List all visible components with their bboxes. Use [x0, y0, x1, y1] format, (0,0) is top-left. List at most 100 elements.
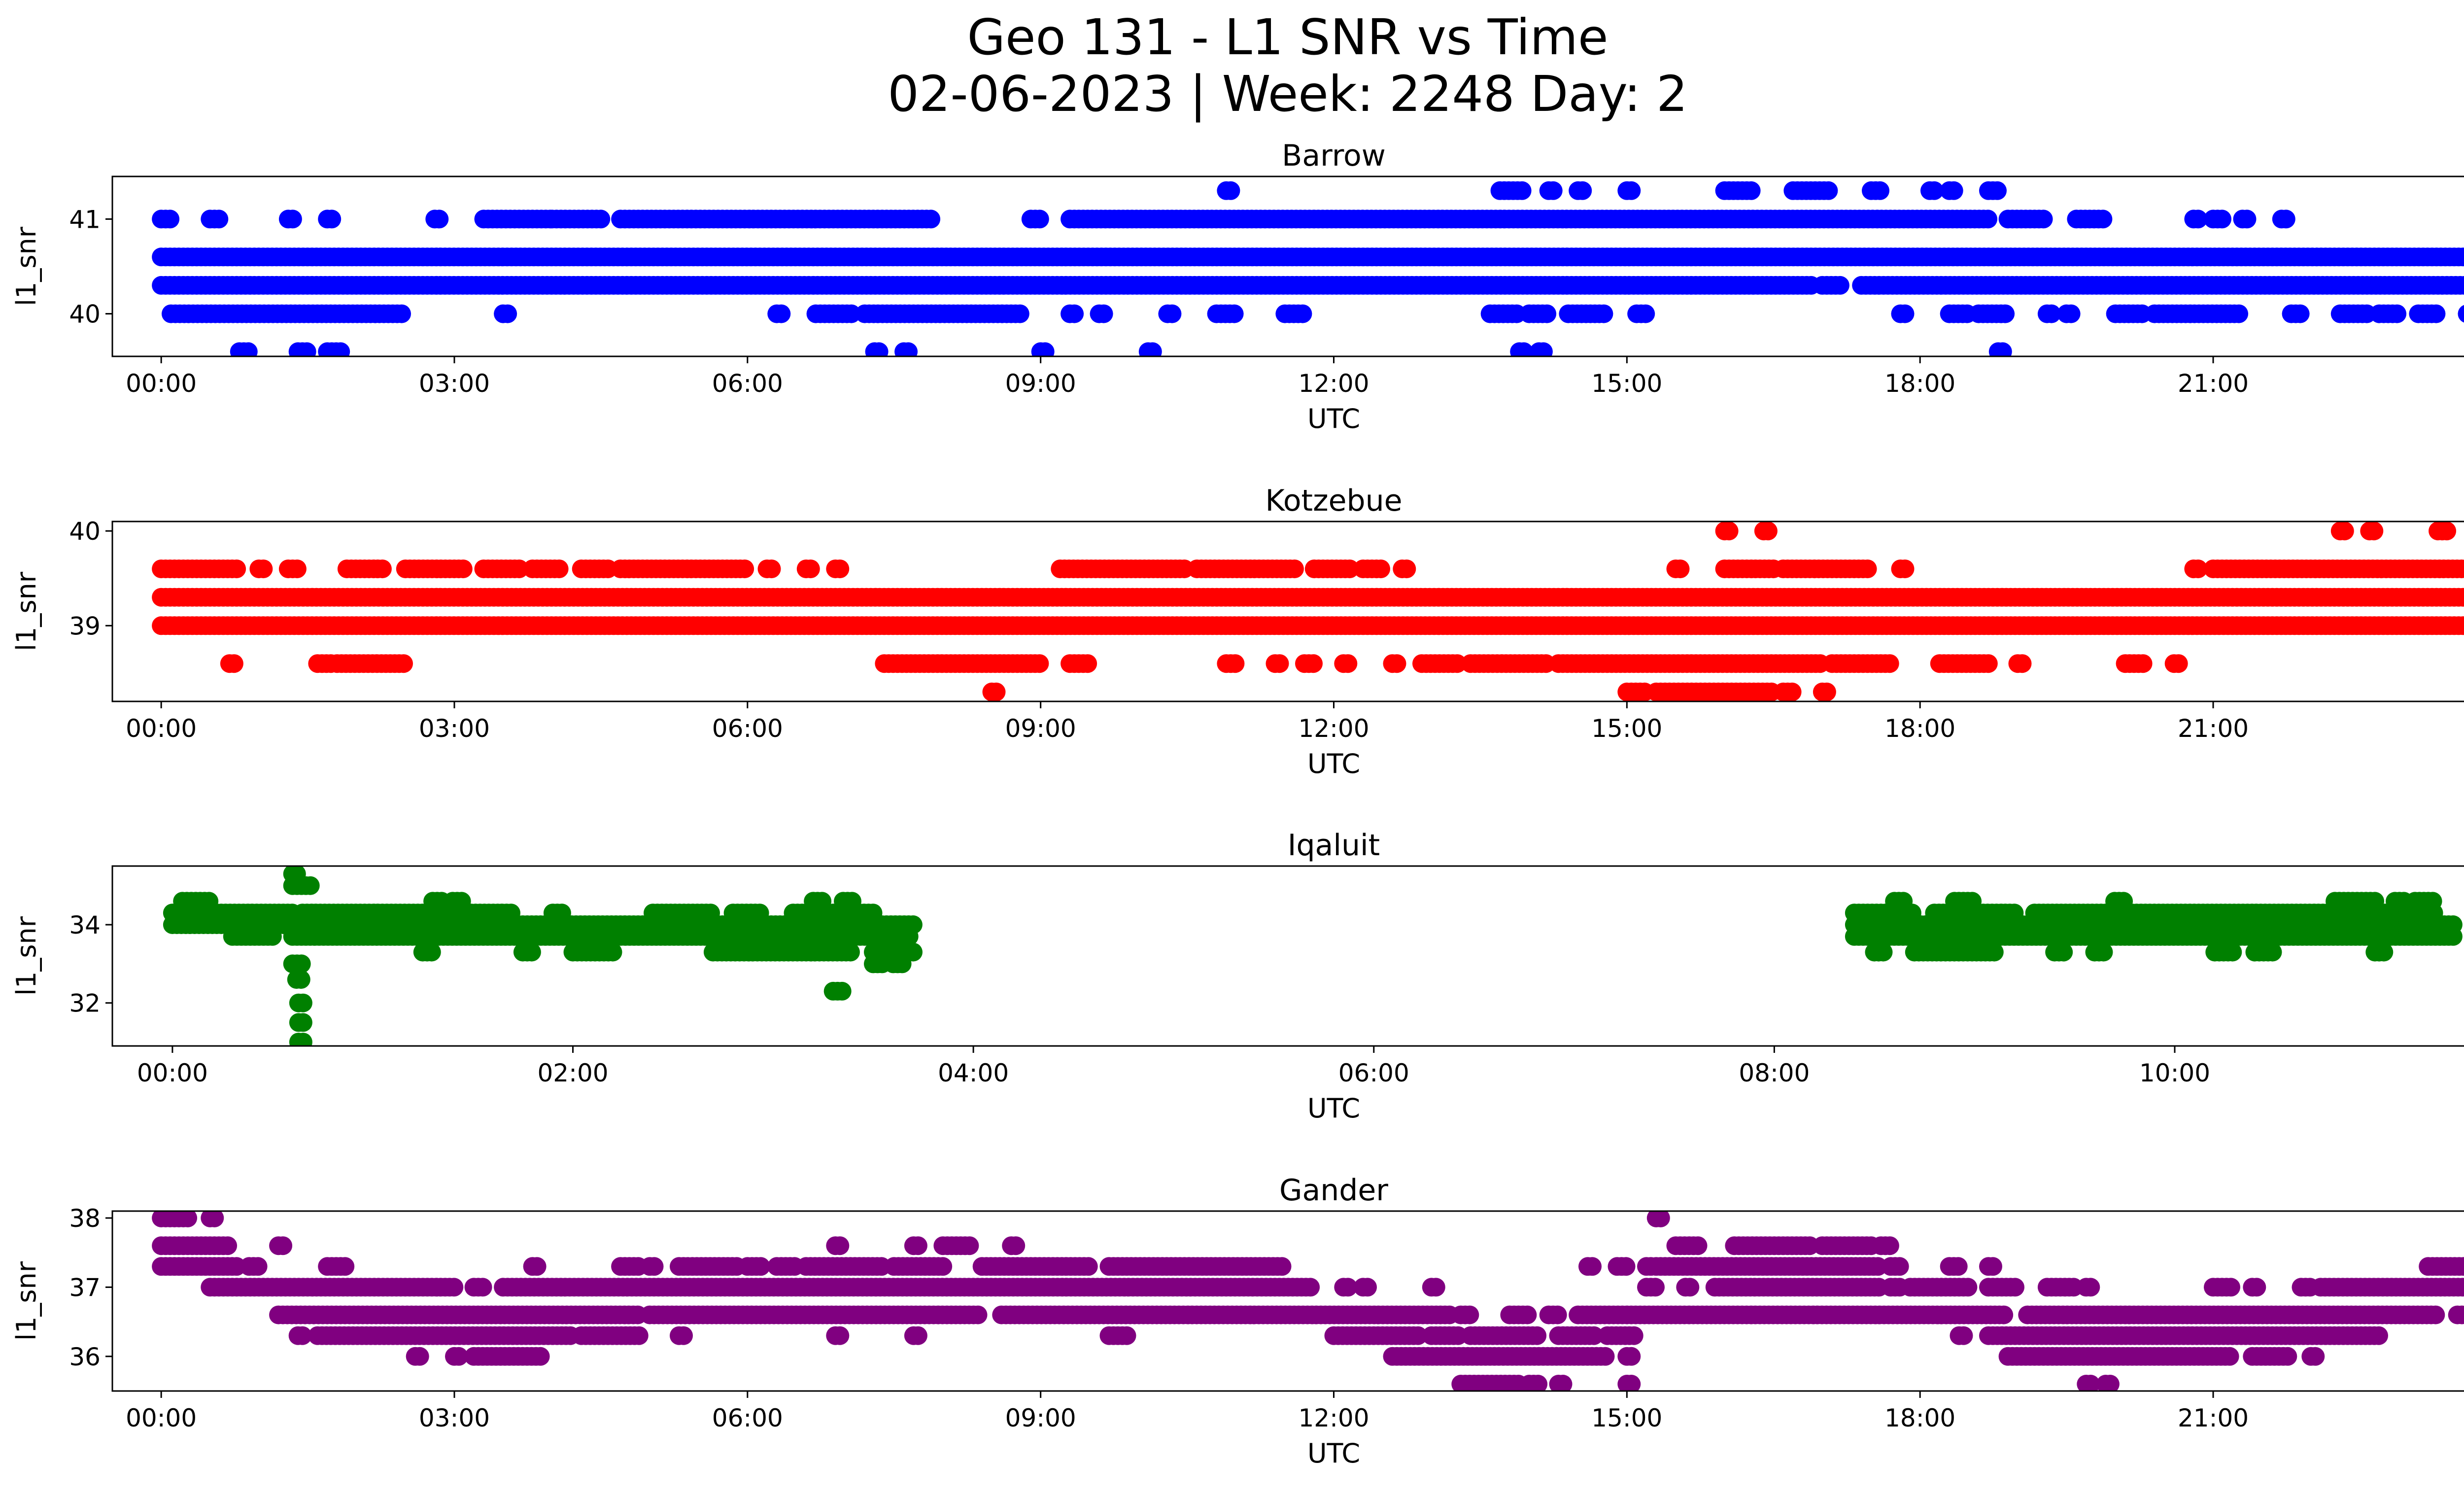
figure-title-line2: 02-06-2023 | Week: 2248 Day: 2 — [888, 65, 1687, 123]
x-tick-label: 18:00 — [1884, 714, 1955, 743]
data-point — [842, 304, 861, 323]
data-point — [373, 559, 392, 579]
data-point — [209, 209, 229, 229]
data-point — [2081, 1278, 2100, 1297]
y-axis-label-kotzebue: l1_snr — [11, 571, 42, 651]
data-point — [1006, 1236, 1026, 1255]
x-tick-label: 15:00 — [1591, 369, 1662, 398]
data-point — [892, 954, 912, 973]
data-point — [2335, 522, 2354, 541]
data-point — [1534, 342, 1553, 356]
data-point — [1543, 181, 1563, 200]
data-point — [1030, 654, 1049, 673]
data-point — [1387, 654, 1406, 673]
data-point — [1583, 1257, 1602, 1276]
data-point — [1944, 181, 1963, 200]
data-point — [2365, 892, 2385, 911]
data-point — [591, 209, 611, 229]
data-point — [1448, 654, 1467, 673]
data-point — [933, 1257, 953, 1276]
data-point — [1094, 304, 1113, 323]
data-point — [899, 342, 918, 356]
data-point — [2054, 942, 2073, 962]
data-point — [287, 559, 307, 579]
data-point — [527, 1257, 547, 1276]
data-point — [218, 1236, 238, 1255]
data-point — [2458, 305, 2464, 323]
data-point — [1719, 522, 1739, 541]
y-tick-label: 34 — [69, 911, 101, 939]
data-point — [2223, 942, 2242, 962]
x-tick-label: 09:00 — [1005, 369, 1076, 398]
data-point — [263, 927, 282, 946]
y-tick-label: 40 — [69, 517, 101, 546]
y-axis-label-iqaluit: l1_snr — [11, 916, 42, 996]
data-point — [1830, 276, 1849, 295]
data-point — [422, 942, 441, 962]
plot-frame-iqaluit — [111, 865, 2464, 1047]
data-point — [2263, 942, 2282, 962]
data-point — [751, 1257, 770, 1276]
data-point — [1984, 1257, 2002, 1276]
y-tick-label: 32 — [69, 989, 101, 1018]
data-point — [1304, 654, 1323, 673]
data-point — [287, 866, 306, 883]
data-point — [292, 954, 311, 973]
data-point — [224, 654, 243, 673]
data-point — [1301, 1278, 1320, 1297]
data-point — [1225, 304, 1244, 323]
data-point — [1925, 181, 1944, 200]
y-tick-label: 41 — [69, 205, 101, 234]
data-point — [645, 1257, 664, 1276]
data-point — [452, 892, 471, 911]
data-point — [1949, 1257, 1968, 1276]
data-point — [2463, 252, 2464, 262]
data-point — [2364, 522, 2384, 541]
data-point — [1894, 892, 1913, 911]
data-point — [1340, 559, 1359, 579]
data-point — [1426, 1278, 1445, 1297]
data-point — [841, 942, 860, 962]
data-point — [830, 559, 850, 579]
data-point — [735, 559, 754, 579]
scatter-points-gander — [152, 1211, 2464, 1391]
data-point — [2213, 209, 2231, 229]
figure-title-line1: Geo 131 - L1 SNR vs Time — [967, 8, 1608, 66]
data-point — [1688, 1236, 1708, 1255]
data-point — [2094, 942, 2113, 962]
data-point — [987, 682, 1006, 701]
data-point — [1538, 304, 1557, 323]
data-point — [1338, 1278, 1358, 1297]
data-point — [2374, 942, 2394, 962]
data-point — [1573, 181, 1592, 200]
x-tick-label: 18:00 — [1884, 369, 1955, 398]
data-point — [549, 559, 569, 579]
data-point — [331, 342, 350, 356]
data-point — [1671, 559, 1690, 579]
x-tick-label: 03:00 — [419, 714, 490, 743]
data-point — [1143, 342, 1162, 356]
data-point — [293, 993, 312, 1012]
data-point — [1293, 304, 1312, 323]
data-point — [2388, 304, 2407, 323]
data-point — [1979, 209, 1998, 229]
data-point — [2237, 209, 2257, 229]
data-point — [1065, 304, 1084, 323]
data-point — [161, 209, 180, 229]
data-point — [1397, 559, 1416, 579]
y-axis-label-barrow: l1_snr — [11, 226, 42, 306]
x-tick-label: 00:00 — [126, 714, 197, 743]
x-axis-label-barrow: UTC — [1307, 403, 1360, 434]
data-point — [1758, 522, 1778, 541]
data-point — [1358, 1278, 1377, 1297]
data-point — [297, 342, 316, 356]
data-point — [1871, 181, 1889, 200]
data-point — [1594, 304, 1613, 323]
data-point — [2427, 304, 2446, 323]
data-point — [2189, 209, 2208, 229]
scatter-points-iqaluit — [163, 866, 2463, 1046]
data-point — [1979, 654, 1998, 673]
